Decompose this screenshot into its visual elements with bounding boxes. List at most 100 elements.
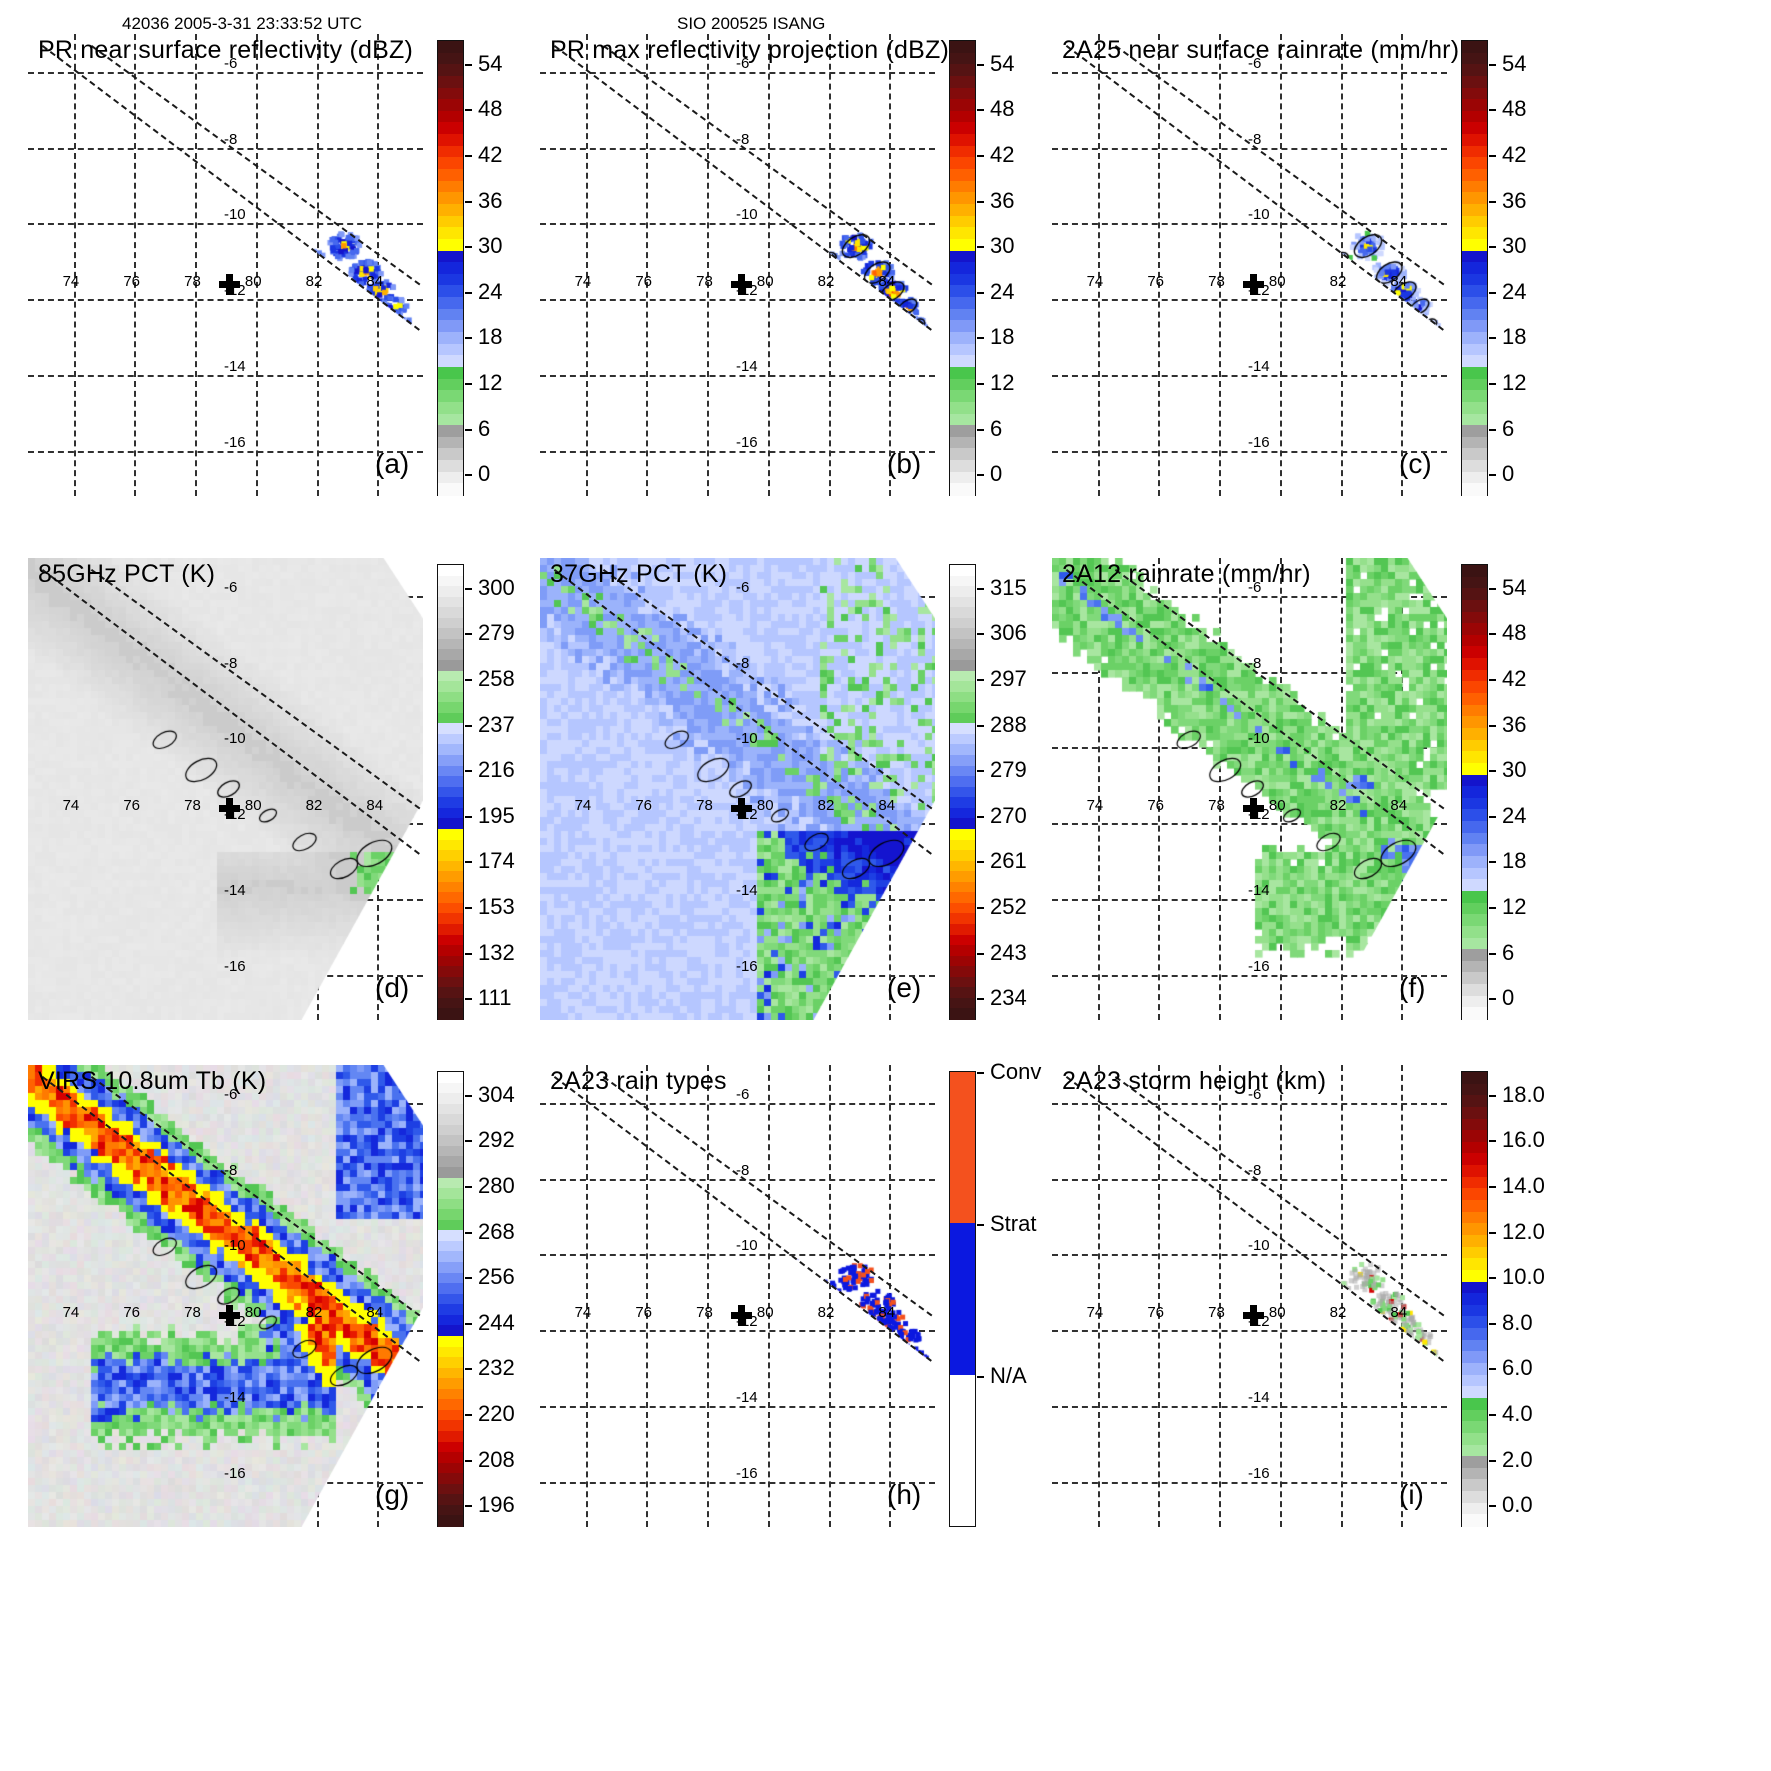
lon-tick-label-76: 76 (635, 273, 653, 291)
lon-tick-label-76: 76 (123, 797, 141, 815)
colorbar-c (1461, 40, 1488, 496)
lon-tick-label-74: 74 (574, 797, 592, 815)
lat-tick-label-neg14: -14 (1247, 1388, 1270, 1406)
colorbar-segment-26 (1462, 343, 1487, 356)
colorbar-segment-15 (438, 215, 463, 228)
colorbar-tick-mark-7 (1489, 1186, 1496, 1188)
colorbar-segment-12 (1462, 180, 1487, 193)
colorbar-segment-13 (1462, 716, 1487, 729)
colorbar-segment-25 (950, 828, 975, 841)
colorbar-gradient-i (1461, 1071, 1488, 1527)
lon-tick-label-82: 82 (817, 797, 835, 815)
colorbar-segment-4 (950, 87, 975, 100)
colorbar-segment-23 (950, 807, 975, 820)
colorbar-segment-32 (1462, 937, 1487, 950)
colorbar-tick-label-4: 24 (1502, 802, 1527, 828)
panel-label-h: (h) (887, 1479, 922, 1510)
colorbar-tick-mark-4 (465, 1322, 472, 1325)
colorbar-segment-17 (950, 744, 975, 756)
colorbar-tick-mark-9 (1489, 1094, 1496, 1097)
lat-tick-label-neg10: -10 (735, 1237, 758, 1255)
colorbar-segment-36 (438, 460, 463, 473)
colorbar-segment-16 (438, 227, 463, 240)
colorbar-tick-label-0: 196 (478, 1492, 515, 1518)
colorbar-segment-16 (438, 1240, 463, 1253)
colorbar-segment-21 (438, 285, 463, 298)
colorbar-segment-3 (438, 75, 463, 89)
colorbar-segment-33 (1462, 1456, 1487, 1469)
colorbar-segment-22 (950, 797, 975, 809)
colorbar-segment-11 (1462, 169, 1487, 182)
colorbar-tick-label-2: 4.0 (1502, 1401, 1533, 1426)
colorbar-tick-label-2: 252 (990, 894, 1027, 919)
colorbar-tick-mark-4 (1489, 1322, 1496, 1325)
colorbar-segment-17 (1462, 238, 1487, 252)
colorbar-tick-mark-6 (465, 200, 472, 203)
storm-center-cross-icon (730, 1304, 752, 1326)
colorbar-segment-34 (1462, 1467, 1487, 1481)
colorbar-segment-26 (1462, 1374, 1487, 1387)
colorbar-segment-13 (1462, 192, 1487, 205)
colorbar-tick-label-2: 12 (1502, 894, 1527, 919)
colorbar-segment-15 (950, 215, 975, 228)
lon-tick-label-74: 74 (1086, 797, 1104, 815)
colorbar-segment-2 (950, 586, 975, 598)
colorbar-segment-9 (1462, 145, 1487, 159)
lon-tick-label-80: 80 (1268, 273, 1286, 291)
lat-tick-label-neg6: -6 (223, 578, 238, 596)
colorbar-segment-12 (438, 691, 463, 703)
lat-tick-label-neg8: -8 (1247, 1161, 1262, 1179)
plot-area-h: 74 76 78 80 82 84 -6 -8 -10 -12 -14 -16 (540, 1065, 935, 1527)
colorbar-segment-17 (438, 744, 463, 756)
colorbar-segment-31 (438, 401, 463, 415)
colorbar-tick-label-9: 304 (478, 1081, 515, 1107)
colorbar-tick-label-0: 111 (478, 985, 512, 1011)
colorbar-tick-mark-3 (465, 1368, 472, 1371)
colorbar-segment-33 (950, 913, 975, 925)
colorbar-segment-14 (438, 1219, 463, 1232)
colorbar-tick-label-4: 195 (478, 802, 515, 828)
colorbar-segment-5 (1462, 623, 1487, 636)
colorbar-segment-8 (1462, 134, 1487, 147)
lon-tick-label-74: 74 (574, 1304, 592, 1322)
panel-g: 74 76 78 80 82 84 -6 -8 -10 -12 -14 -16 (28, 1065, 423, 1527)
colorbar-segment-42 (438, 1008, 463, 1020)
colorbar-segment-16 (1462, 751, 1487, 764)
colorbar-segment-7 (438, 122, 463, 135)
colorbar-segment-0 (1462, 565, 1487, 578)
colorbar-segment-15 (1462, 215, 1487, 228)
colorbar-segment-15 (438, 1230, 463, 1242)
colorbar-segment-21 (1462, 809, 1487, 822)
colorbar-segment-34 (1462, 960, 1487, 974)
colorbar-segment-36 (1462, 460, 1487, 473)
colorbar-tick-label-9: 54 (990, 50, 1015, 76)
colorbar-segment-10 (438, 157, 463, 170)
lon-tick-label-82: 82 (305, 797, 323, 815)
lon-tick-label-80: 80 (244, 797, 262, 815)
colorbar-tick-label-0: 234 (990, 985, 1027, 1011)
colorbar-tick-mark-2 (465, 383, 472, 385)
colorbar-segment-12 (1462, 704, 1487, 717)
colorbar-segment-33 (1462, 425, 1487, 438)
colorbar-segment-41 (950, 997, 975, 1010)
colorbar-segment-6 (438, 1135, 463, 1147)
colorbar-tick-label-5: 30 (1502, 757, 1527, 783)
colorbar-segment-3 (438, 1103, 463, 1115)
colorbar-segment-42 (438, 1515, 463, 1527)
colorbar-segment-1 (438, 1082, 463, 1094)
lat-tick-label-neg8: -8 (223, 130, 238, 148)
colorbar-tick-mark-5 (465, 1277, 472, 1280)
colorbar-segment-9 (1462, 1176, 1487, 1190)
colorbar-segment-20 (1462, 797, 1487, 811)
colorbar-tick-label-2: 153 (478, 894, 515, 919)
colorbar-segment-4 (1462, 611, 1487, 624)
panel-title-g: VIRS 10.8um Tb (K) (38, 1067, 267, 1095)
colorbar-segment-27 (1462, 355, 1487, 368)
lon-tick-label-82: 82 (817, 1304, 835, 1322)
colorbar-tick-label-1: 243 (990, 939, 1027, 965)
colorbar-segment-42 (950, 1008, 975, 1020)
lon-tick-label-80: 80 (1268, 1304, 1286, 1322)
colorbar-segment-21 (1462, 1316, 1487, 1329)
colorbar-segment-17 (438, 1251, 463, 1263)
